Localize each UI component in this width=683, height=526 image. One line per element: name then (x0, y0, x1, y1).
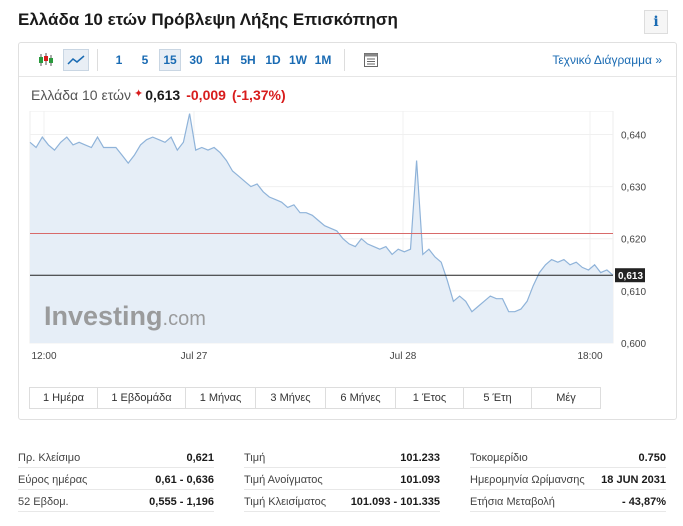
quote-line: Ελλάδα 10 ετών ✦ 0,613 -0,009 (-1,37%) (31, 87, 286, 103)
y-tick-label: 0,610 (621, 287, 646, 298)
info-icon[interactable]: i (644, 10, 668, 34)
stat-value: 0,61 - 0,636 (155, 474, 214, 486)
stat-label: Πρ. Κλείσιμο (18, 452, 81, 464)
stat-value: 101.233 (400, 452, 440, 464)
stat-label: Τιμή Ανοίγματος (244, 474, 323, 486)
instrument-name: Ελλάδα 10 ετών (31, 87, 131, 103)
price-area (30, 113, 613, 343)
candlestick-icon[interactable] (33, 49, 59, 71)
investing-watermark: Investing.com (44, 301, 206, 331)
line-chart-icon[interactable] (63, 49, 89, 71)
stat-value: 0,555 - 1,196 (149, 496, 214, 508)
stat-label: Ημερομηνία Ωρίμανσης (470, 474, 585, 486)
period-15[interactable]: 15 (159, 49, 181, 71)
stat-label: Ετήσια Μεταβολή (470, 496, 555, 508)
period-5h[interactable]: 5H (240, 53, 256, 67)
range-3-months[interactable]: 3 Μήνες (256, 388, 326, 408)
x-tick-label: Jul 28 (390, 351, 417, 362)
y-tick-label: 0,630 (621, 183, 646, 194)
y-tick-label: 0,640 (621, 130, 646, 141)
price-line (29, 113, 614, 313)
stat-row: Εύρος ημέρας 0,61 - 0,636 (18, 470, 214, 490)
stat-value: - 43,87% (621, 496, 666, 508)
stat-row: Ετήσια Μεταβολή - 43,87% (470, 492, 666, 512)
period-5[interactable]: 5 (141, 53, 149, 67)
y-tick-label: 0,600 (621, 339, 646, 350)
range-6-months[interactable]: 6 Μήνες (326, 388, 396, 408)
stat-label: Τοκομερίδιο (470, 452, 528, 464)
range-max[interactable]: Μέγ (532, 388, 600, 408)
period-30[interactable]: 30 (189, 53, 203, 67)
technical-chart-link[interactable]: Τεχνικό Διάγραμμα » (552, 53, 662, 67)
stat-row: Πρ. Κλείσιμο 0,621 (18, 448, 214, 468)
period-1m[interactable]: 1M (314, 53, 332, 67)
range-1-month[interactable]: 1 Μήνας (186, 388, 256, 408)
last-price-badge (615, 268, 645, 283)
stat-row: Τιμή Ανοίγματος 101.093 (244, 470, 440, 490)
page-title: Ελλάδα 10 ετών Πρόβλεψη Λήξης Επισκόπηση (18, 10, 398, 29)
range-1-year[interactable]: 1 Έτος (396, 388, 464, 408)
price-chart[interactable]: Investing.com 0,640 0,630 0,620 0,610 0,600 0,… (19, 111, 676, 383)
range-selector: 1 Ημέρα 1 Εβδομάδα 1 Μήνας 3 Μήνες 6 Μήν… (29, 387, 601, 409)
stat-label: Τιμή Κλεισίματος (244, 496, 326, 508)
stat-row: Τιμή Κλεισίματος 101.093 - 101.335 (244, 492, 440, 512)
stat-value: 0,621 (186, 452, 214, 464)
stat-value: 18 JUN 2031 (601, 474, 666, 486)
period-1h[interactable]: 1H (214, 53, 230, 67)
table-icon[interactable] (358, 49, 384, 71)
last-price-badge-label: 0,613 (618, 271, 643, 282)
chart-toolbar: 1 5 15 30 1H 5H 1D 1W 1M Τεχνικό Διάγραμ… (19, 43, 676, 77)
chart-panel: 1 5 15 30 1H 5H 1D 1W 1M Τεχνικό Διάγραμ… (18, 42, 677, 420)
range-5-years[interactable]: 5 Έτη (464, 388, 532, 408)
stat-row: Ημερομηνία Ωρίμανσης 18 JUN 2031 (470, 470, 666, 490)
stat-label: Εύρος ημέρας (18, 474, 88, 486)
price-change-percent: (-1,37%) (231, 87, 286, 103)
period-1w[interactable]: 1W (289, 53, 307, 67)
x-tick-label: Jul 27 (181, 351, 208, 362)
range-1-day[interactable]: 1 Ημέρα (30, 388, 98, 408)
toolbar-separator (344, 49, 345, 71)
last-price: 0,613 (145, 87, 181, 103)
price-change: -0,009 (186, 87, 226, 103)
stat-row: Τοκομερίδιο 0.750 (470, 448, 666, 468)
range-1-week[interactable]: 1 Εβδομάδα (98, 388, 186, 408)
stat-label: 52 Εβδομ. (18, 496, 69, 508)
y-tick-label: 0,620 (621, 235, 646, 246)
realtime-star-icon: ✦ (133, 88, 144, 100)
toolbar-separator (97, 49, 98, 71)
period-1d[interactable]: 1D (265, 53, 281, 67)
stat-row: 52 Εβδομ. 0,555 - 1,196 (18, 492, 214, 512)
stat-value: 101.093 (400, 474, 440, 486)
stat-value: 0.750 (638, 452, 666, 464)
stat-value: 101.093 - 101.335 (350, 496, 440, 508)
x-tick-label: 12:00 (31, 351, 56, 362)
watermark-brand: Investing (44, 301, 163, 331)
stat-row: Τιμή 101.233 (244, 448, 440, 468)
stat-label: Τιμή (244, 452, 266, 464)
period-1[interactable]: 1 (115, 53, 123, 67)
x-tick-label: 18:00 (577, 351, 602, 362)
watermark-domain: .com (163, 308, 206, 330)
